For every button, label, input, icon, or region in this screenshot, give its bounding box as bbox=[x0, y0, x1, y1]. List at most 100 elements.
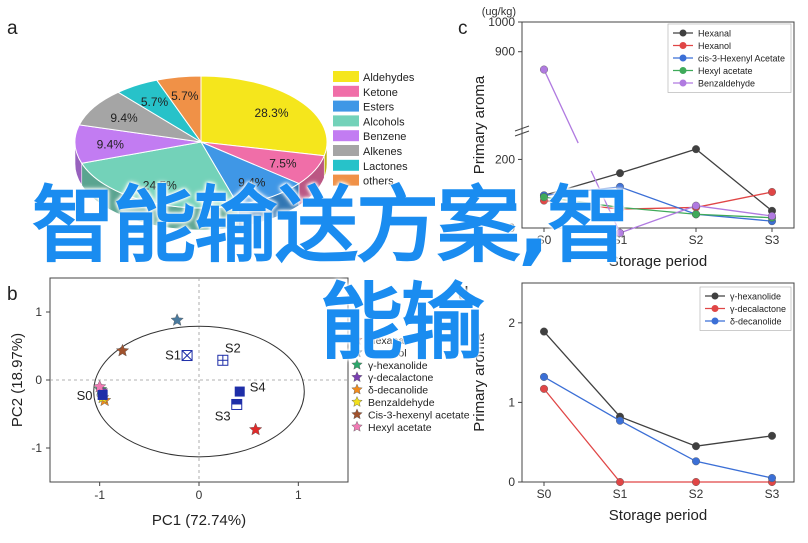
panel-c-legend-text-1: Hexanol bbox=[698, 41, 731, 51]
sample-point-s1 bbox=[181, 350, 193, 362]
sample-point-s3-fill bbox=[231, 399, 242, 405]
sample-point-s1-box bbox=[181, 350, 193, 362]
pie-slice-aldehydes bbox=[200, 75, 328, 157]
panel-d-point-2-2 bbox=[692, 457, 701, 466]
panel-d-y-tick-label-1: 1 bbox=[508, 395, 515, 409]
legend-text-2: γ-hexanolide bbox=[368, 360, 428, 372]
panel-c-legend: Hexanal Hexanol cis-3-Hexenyl Acetate Hexyl… bbox=[667, 23, 792, 93]
panel-d-point-1-1 bbox=[616, 478, 625, 487]
sample-point-s1-stroke2 bbox=[181, 350, 193, 361]
legend-label-benzene: Benzene bbox=[363, 131, 406, 143]
panel-c-point-0-1 bbox=[616, 169, 625, 178]
panel-c-y-axis-title: Primary aroma bbox=[471, 75, 488, 174]
legend-text-4: δ-decanolide bbox=[368, 385, 428, 397]
pie-label-others: 5.7% bbox=[171, 89, 199, 103]
panel-c-x-tick-label-s0: S0 bbox=[537, 233, 552, 247]
pie-label-alcohols: 24.5% bbox=[143, 178, 177, 192]
panel-d-point-0-0 bbox=[540, 327, 549, 336]
panel-d-y-tick-label-0: 0 bbox=[508, 475, 515, 489]
panel-c-line-chart: c S0 S1 S2 S3 200 900 1000 Storage period Primary… bbox=[458, 6, 795, 270]
axis-break-mark-1 bbox=[514, 125, 530, 132]
panel-c-x-axis-title: Storage period bbox=[609, 253, 707, 270]
legend-swatch-benzene bbox=[333, 130, 359, 142]
legend-marker-7 bbox=[351, 420, 363, 432]
panel-c-series-line-3-0 bbox=[543, 196, 773, 219]
pie-legend: Aldehydes Ketone Esters Alcohols Benzene Alke… bbox=[333, 71, 415, 188]
scatter-legend: HexanalHexanolγ-hexanolideγ-decalactoneδ… bbox=[351, 333, 470, 434]
panel-d-x-tick-label-s1: S1 bbox=[613, 487, 628, 501]
panel-b-letter: b bbox=[7, 284, 18, 305]
panel-d-point-2-3 bbox=[768, 474, 777, 483]
panel-c-legend-dot-0 bbox=[679, 29, 687, 37]
sample-label-s4: S4 bbox=[250, 380, 266, 395]
legend-swatch-lactones bbox=[333, 159, 359, 171]
panel-b-pca-scatter: b -1 0 1 1 0 -1 PC1 (72.74%) PC2 (18.97%) S0 S1 S2 S… bbox=[7, 277, 470, 529]
pie-label-ketone: 7.5% bbox=[269, 157, 297, 171]
panel-c-legend-dot-1 bbox=[679, 42, 687, 49]
panel-c-x-tick-label-s1: S1 bbox=[613, 233, 628, 247]
legend-label-alcohols: Alcohols bbox=[363, 116, 405, 128]
panel-d-series-line-0-0 bbox=[543, 331, 773, 447]
panel-d-legend-dot-2 bbox=[711, 317, 719, 325]
panel-d-x-tick-label-s2: S2 bbox=[689, 487, 704, 501]
legend-swatch-esters bbox=[333, 100, 359, 112]
panel-c-series-line-2-0 bbox=[543, 186, 773, 222]
panel-a-letter: a bbox=[7, 18, 18, 39]
legend-text-5: Benzaldehyde bbox=[368, 397, 435, 409]
panel-c-series-line-0-0 bbox=[543, 148, 773, 212]
x-tick-label-2: 1 bbox=[295, 488, 302, 502]
pie-label-lactones: 5.7% bbox=[141, 95, 169, 109]
legend-marker-4 bbox=[351, 383, 363, 395]
panel-c-point-1-3 bbox=[768, 187, 777, 196]
legend-label-alkenes: Alkenes bbox=[363, 146, 403, 158]
panel-c-point-4-1 bbox=[616, 228, 625, 237]
sample-label-s3: S3 bbox=[215, 408, 231, 423]
legend-text-3: γ-decalactone bbox=[368, 372, 434, 384]
panel-d-y-axis-title: Primary aroma bbox=[471, 333, 488, 432]
panel-d-x-tick-label-s3: S3 bbox=[765, 487, 780, 501]
panel-c-legend-text-4: Benzaldehyde bbox=[698, 79, 755, 89]
panel-d-legend-text-1: γ-decalactone bbox=[730, 304, 786, 314]
panel-c-series-line-1-0 bbox=[543, 191, 773, 210]
panel-d-x-tick-label-s0: S0 bbox=[537, 487, 552, 501]
panel-d-legend-text-0: γ-hexanolide bbox=[730, 292, 781, 302]
legend-marker-2 bbox=[351, 358, 363, 370]
pie-slice-alcohols bbox=[80, 141, 239, 209]
panel-d-point-0-2 bbox=[692, 442, 701, 451]
legend-swatch-aldehydes bbox=[333, 71, 359, 82]
panel-c-point-4-0 bbox=[540, 65, 549, 74]
legend-label-others: others bbox=[363, 176, 394, 188]
panel-d-point-0-3 bbox=[768, 431, 777, 440]
sample-point-s2 bbox=[217, 354, 229, 366]
panel-a-pie-chart: a28.3%7.5%9.4%24.5%9.4%9.4%5.7% 5.7%Aldeh… bbox=[7, 18, 415, 231]
panel-c-point-4-2 bbox=[692, 201, 701, 210]
panel-d-legend-dot-0 bbox=[711, 292, 719, 300]
sample-point-s4 bbox=[234, 386, 245, 397]
panel-c-y-tick-label-0: 200 bbox=[495, 152, 515, 166]
legend-text-7: Hexyl acetate bbox=[368, 422, 432, 434]
x-tick-label-1: 0 bbox=[196, 488, 203, 502]
panel-d-x-axis-title: Storage period bbox=[609, 507, 707, 524]
axis-break-mark-2 bbox=[514, 130, 530, 137]
legend-swatch-ketone bbox=[333, 85, 359, 97]
panel-c-point-3-0 bbox=[540, 193, 549, 202]
panel-d-point-1-0 bbox=[540, 384, 549, 393]
loading-point-1 bbox=[170, 313, 184, 326]
sample-label-s1: S1 bbox=[165, 348, 181, 363]
legend-marker-0 bbox=[351, 333, 363, 345]
panel-c-series-line-4-0 bbox=[543, 69, 579, 144]
legend-marker-1 bbox=[351, 346, 363, 358]
legend-marker-3 bbox=[351, 371, 363, 383]
sample-point-s0 bbox=[97, 389, 108, 400]
panel-d-series-line-2-0 bbox=[543, 376, 773, 479]
panel-d-line-chart: d S0 S1 S2 S3 0 1 2 Storage period Primary aroma γ… bbox=[458, 282, 795, 524]
panel-c-y-tick-label-1: 900 bbox=[495, 45, 515, 59]
legend-label-esters: Esters bbox=[363, 102, 395, 114]
panel-c-y-tick-label-zero: 0 bbox=[508, 221, 515, 235]
pie-label-esters: 9.4% bbox=[238, 175, 266, 189]
legend-marker-5 bbox=[351, 395, 363, 407]
panel-d-legend-text-2: δ-decanolide bbox=[730, 317, 782, 327]
loading-point-0 bbox=[248, 422, 263, 436]
legend-swatch-others bbox=[333, 174, 359, 186]
